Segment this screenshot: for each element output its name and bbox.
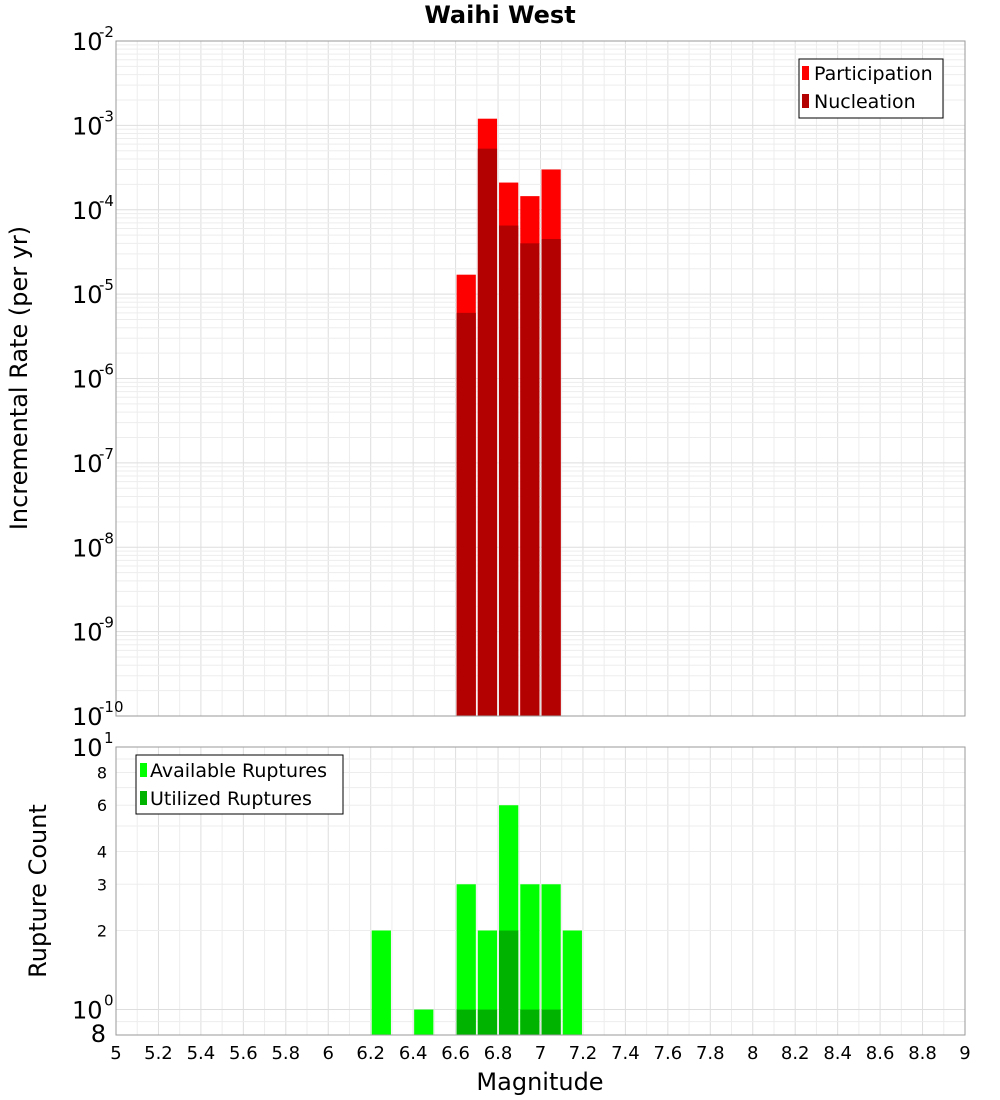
bottom-bar-utilized-ruptures <box>499 930 519 1035</box>
bottom-y-decade-exponent: 1 <box>104 729 114 747</box>
x-tick-label: 7.6 <box>654 1043 683 1064</box>
top-y-tick-label: 10 <box>72 112 103 140</box>
top-y-tick-exponent: -7 <box>99 445 114 463</box>
x-tick-label: 8.2 <box>781 1043 810 1064</box>
bottom-bars <box>371 805 582 1035</box>
top-bar-nucleation <box>499 225 519 716</box>
bottom-y-axis-label: Rupture Count <box>24 804 52 978</box>
top-y-tick-exponent: -3 <box>99 107 114 125</box>
bottom-y-decade-label: 10 <box>72 997 103 1025</box>
bottom-bar-available-ruptures <box>520 884 540 1035</box>
legend-label-utilized-ruptures: Utilized Ruptures <box>150 788 312 810</box>
x-tick-label: 8.4 <box>823 1043 852 1064</box>
top-legend: Participation Nucleation <box>798 58 944 119</box>
legend-label-available-ruptures: Available Ruptures <box>150 760 327 782</box>
bottom-bar-available-ruptures <box>477 930 498 1035</box>
top-y-tick-exponent: -9 <box>99 614 114 632</box>
x-tick-label: 6.2 <box>356 1043 385 1064</box>
top-y-tick-exponent: -10 <box>99 698 124 716</box>
x-tick-label: 6 <box>323 1043 334 1064</box>
legend-swatch-nucleation <box>802 94 809 108</box>
x-tick-label: 8.6 <box>866 1043 895 1064</box>
top-legend-box <box>798 58 944 119</box>
legend-swatch-available-ruptures <box>140 763 147 777</box>
x-tick-label: 5.2 <box>144 1043 173 1064</box>
bottom-plot-frame <box>115 746 966 1036</box>
top-bar-nucleation <box>456 312 476 716</box>
top-plot-frame <box>115 40 966 717</box>
top-y-tick-exponent: -5 <box>99 276 114 294</box>
x-tick-label: 8.8 <box>908 1043 937 1064</box>
x-tick-label: 5.6 <box>229 1043 258 1064</box>
top-bar-nucleation <box>520 243 540 717</box>
top-y-tick-label: 10 <box>72 703 103 731</box>
chart-title: Waihi West <box>424 1 575 29</box>
x-axis-label: Magnitude <box>476 1068 603 1096</box>
bottom-bar-available-ruptures <box>456 884 476 1035</box>
legend-swatch-participation <box>802 66 809 80</box>
x-tick-label: 9 <box>959 1043 970 1064</box>
x-tick-label: 6.6 <box>441 1043 470 1064</box>
top-y-tick-label: 10 <box>72 197 103 225</box>
bottom-y-tick-label: 3 <box>97 875 107 894</box>
x-tick-label: 7 <box>535 1043 546 1064</box>
x-tick-label: 5.8 <box>271 1043 300 1064</box>
bottom-bar-utilized-ruptures <box>477 1009 498 1035</box>
legend-label-participation: Participation <box>814 63 933 85</box>
bottom-bar-available-ruptures <box>371 930 391 1035</box>
bottom-y-decade-exponent: 0 <box>104 992 114 1010</box>
bottom-bar-available-ruptures <box>541 884 561 1035</box>
top-y-tick-label: 10 <box>72 619 103 647</box>
x-tick-label: 5.4 <box>187 1043 216 1064</box>
bottom-legend-box <box>135 754 344 815</box>
top-y-tick-exponent: -8 <box>99 529 114 547</box>
x-ticks: 5 5.2 5.4 5.6 5.8 6 6.2 6.4 6.6 6.8 7 7.2 7.4 7.6 7.8 8… <box>110 1043 970 1064</box>
bottom-y-tick-label: 8 <box>97 763 107 782</box>
top-y-tick-label: 10 <box>72 450 103 478</box>
x-tick-label: 7.2 <box>569 1043 598 1064</box>
bottom-bar-utilized-ruptures <box>541 1009 561 1035</box>
bottom-y-tick-label: 6 <box>97 796 107 815</box>
bottom-bar-utilized-ruptures <box>456 1009 476 1035</box>
top-y-axis-label: Incremental Rate (per yr) <box>5 226 33 530</box>
top-y-tick-label: 10 <box>72 366 103 394</box>
top-y-tick-label: 10 <box>72 534 103 562</box>
bottom-y-tick-label: 4 <box>97 842 107 861</box>
x-tick-label: 6.4 <box>399 1043 428 1064</box>
bottom-y-decade-label: 10 <box>72 734 103 762</box>
bottom-y-tick-label: 8 <box>91 1020 106 1048</box>
x-tick-label: 7.4 <box>611 1043 640 1064</box>
top-bar-nucleation <box>477 148 498 716</box>
top-y-tick-exponent: -2 <box>99 23 114 41</box>
bottom-bar-available-ruptures <box>414 1009 434 1035</box>
top-grid <box>115 40 966 717</box>
x-tick-label: 6.8 <box>484 1043 513 1064</box>
x-tick-label: 7.8 <box>696 1043 725 1064</box>
bottom-legend: Available Ruptures Utilized Ruptures <box>135 754 344 815</box>
top-y-tick-exponent: -6 <box>99 361 114 379</box>
top-y-tick-exponent: -4 <box>99 192 114 210</box>
top-bar-nucleation <box>541 239 561 716</box>
legend-label-nucleation: Nucleation <box>814 91 916 113</box>
legend-swatch-utilized-ruptures <box>140 791 147 805</box>
top-bars <box>456 118 561 717</box>
x-tick-label: 8 <box>747 1043 758 1064</box>
bottom-bar-utilized-ruptures <box>520 1009 540 1035</box>
top-y-tick-label: 10 <box>72 28 103 56</box>
x-tick-label: 5 <box>110 1043 121 1064</box>
bottom-bar-available-ruptures <box>562 930 582 1035</box>
top-y-tick-label: 10 <box>72 281 103 309</box>
bottom-y-tick-label: 2 <box>97 922 107 941</box>
